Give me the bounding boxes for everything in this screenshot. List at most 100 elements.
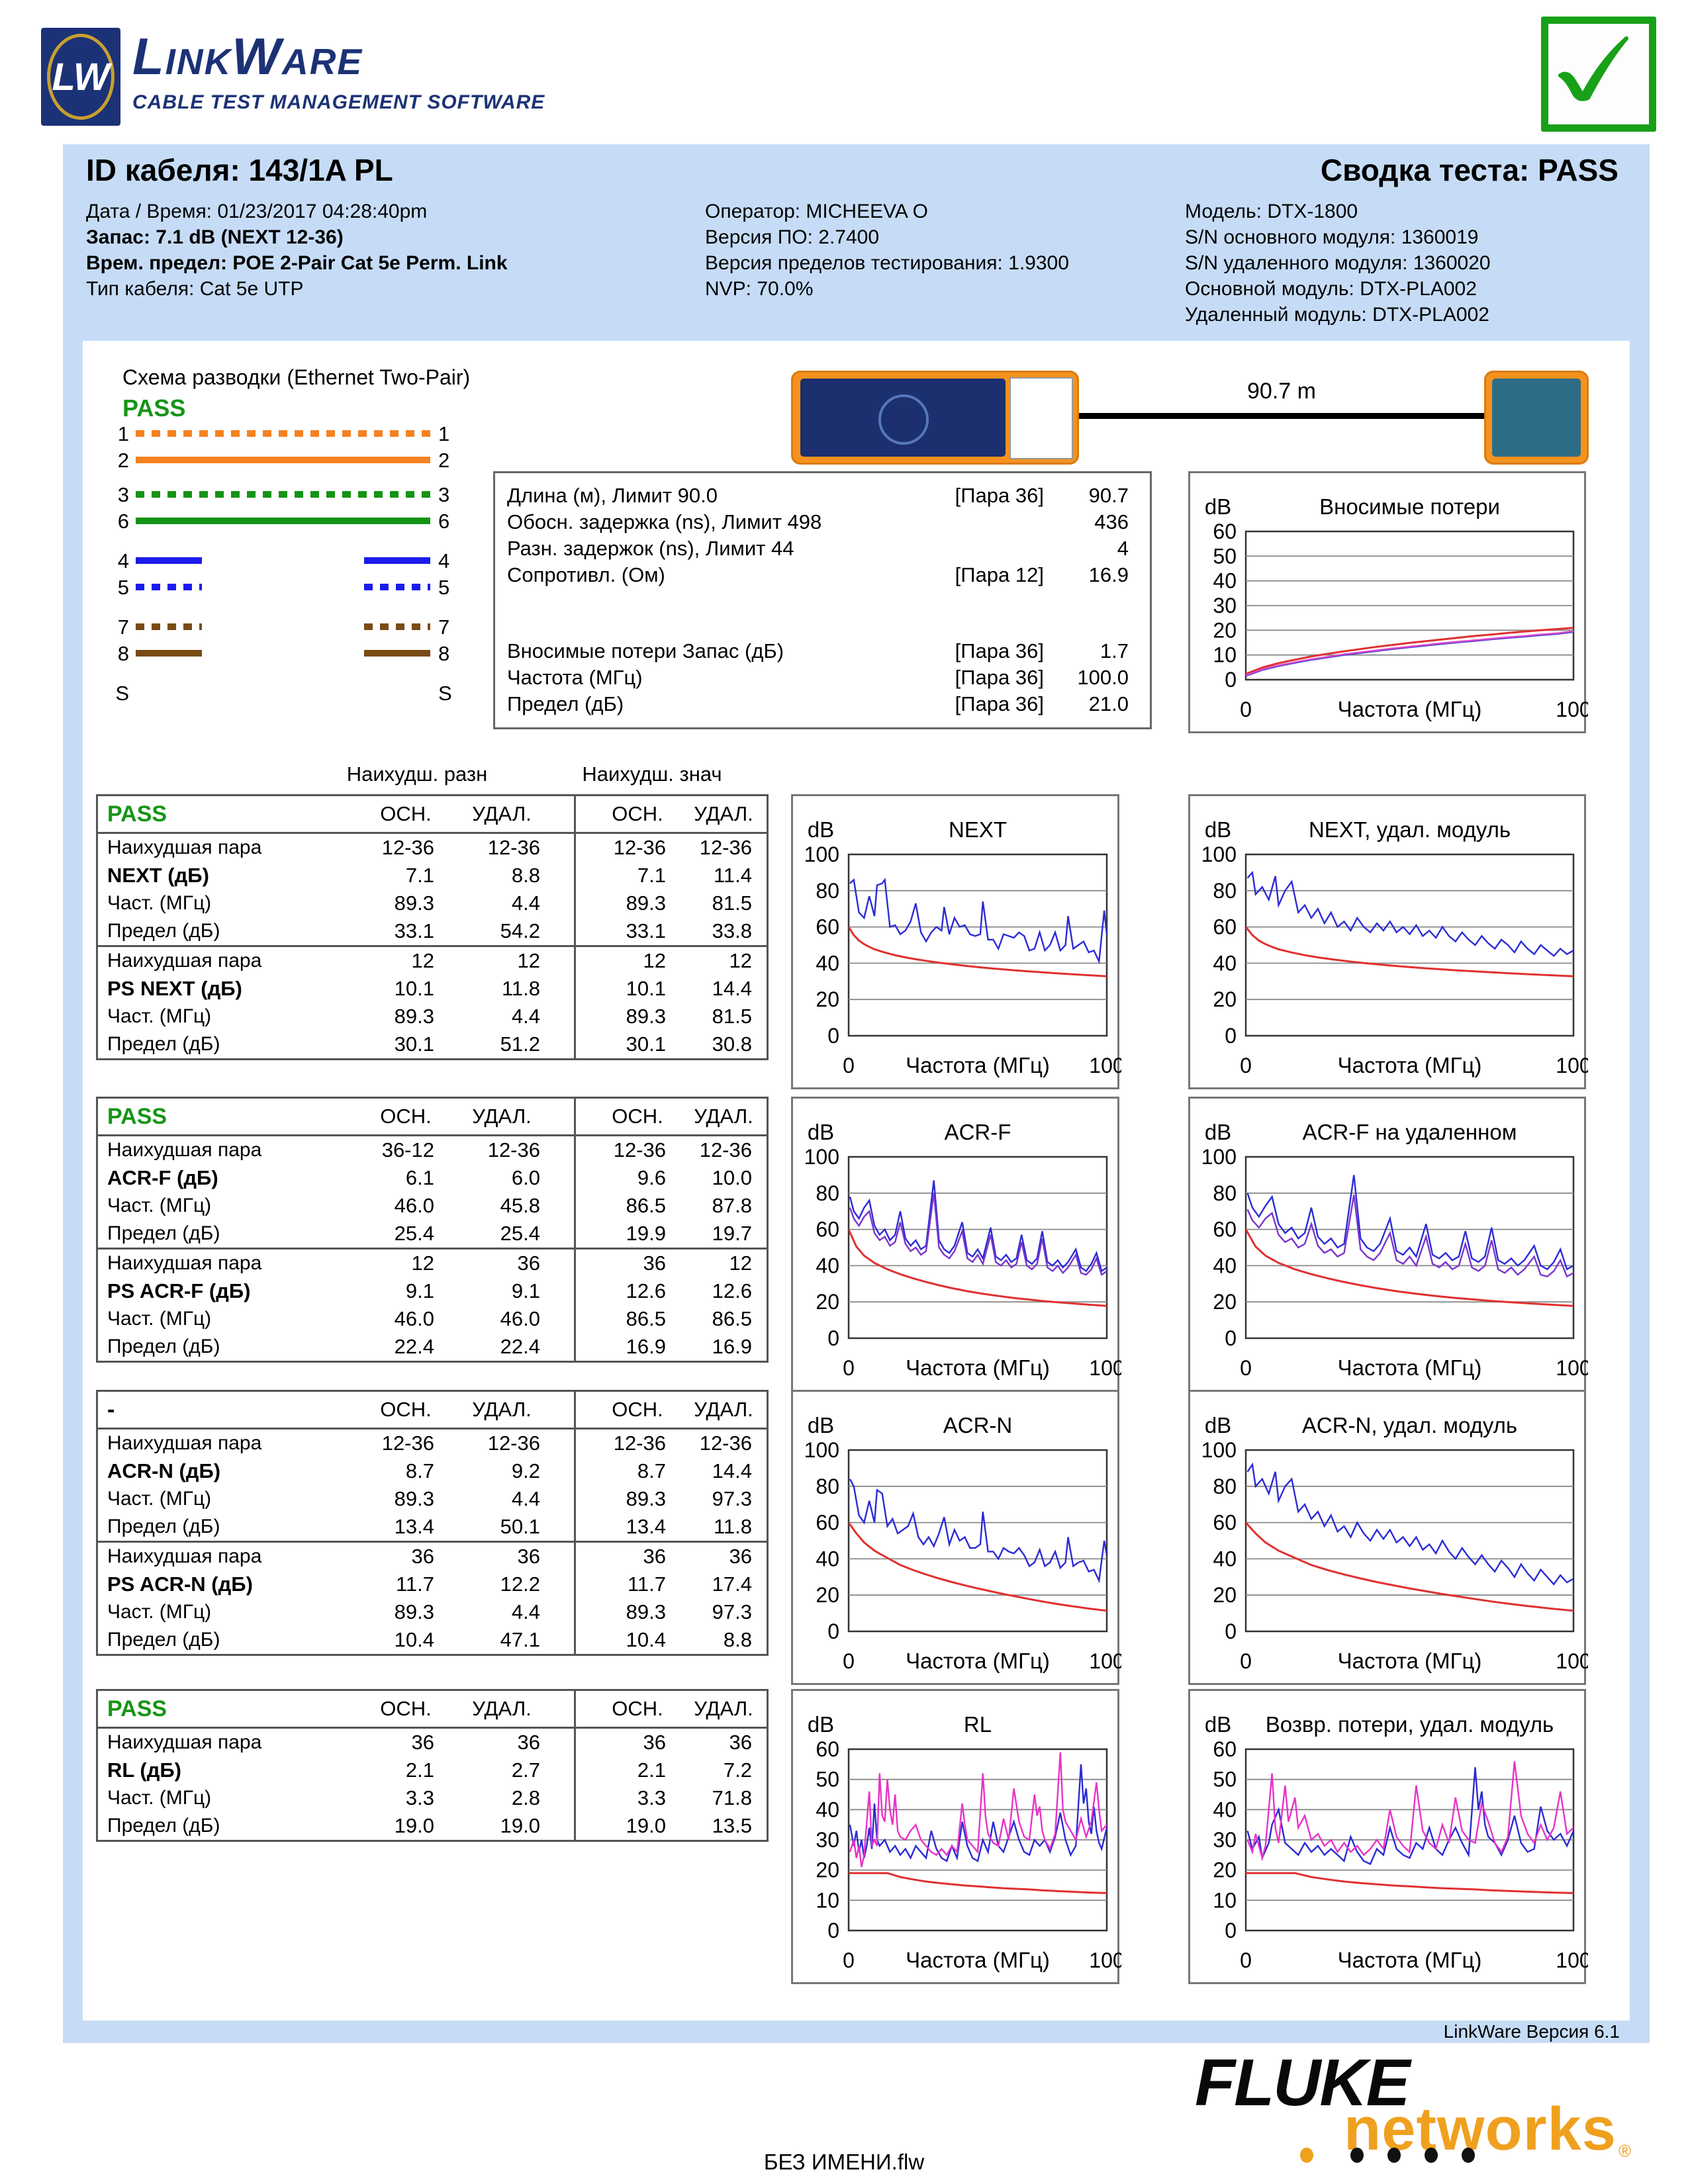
row-value: 12-36 xyxy=(613,1138,666,1161)
row-value: 2.1 xyxy=(637,1758,666,1782)
test-summary-title: Сводка теста: PASS xyxy=(1320,153,1618,187)
table-col-header: ОСН. xyxy=(612,1697,663,1720)
row-value: 81.5 xyxy=(712,1005,752,1028)
chart-rl-main: 0 10 20 30 40 50 60 RL dB 0 100 Частота (МГц) xyxy=(791,1689,1125,1984)
row-value: 11.8 xyxy=(713,1515,752,1538)
y-axis-unit: dB xyxy=(1205,494,1231,519)
row-value: 47.1 xyxy=(500,1628,540,1651)
chart-canvas: 0 10 20 30 40 50 60 RL dB 0 100 Частота (МГц) xyxy=(808,1712,1125,1972)
main-tester-knob xyxy=(878,394,929,445)
y-tick-label: 20 xyxy=(1213,618,1237,642)
chart-title: ACR-F на удаленном xyxy=(1303,1120,1517,1144)
wiremap-pin-left: 7 xyxy=(118,615,129,639)
row-value: 9.2 xyxy=(511,1459,540,1482)
series-measured xyxy=(1246,870,1573,958)
row-label: Част. (МГц) xyxy=(107,892,212,914)
row-value: 12.6 xyxy=(712,1279,752,1302)
y-tick-label: 40 xyxy=(1213,1797,1237,1821)
y-tick-label: 20 xyxy=(816,1290,839,1314)
measurement-label: Разн. задержок (ns), Лимит 44 xyxy=(507,537,794,560)
row-value: 2.1 xyxy=(405,1758,434,1782)
plot-area xyxy=(847,853,1108,1037)
row-value: 86.5 xyxy=(626,1307,666,1330)
y-axis-unit: dB xyxy=(1205,1120,1231,1144)
row-value: 9.6 xyxy=(637,1166,666,1189)
row-value: 12-36 xyxy=(613,1432,666,1455)
table-col-header: УДАЛ. xyxy=(694,802,753,825)
cable-id-title: ID кабеля: 143/1A PL xyxy=(86,153,393,187)
y-tick-label: 30 xyxy=(816,1828,839,1852)
row-value: 36 xyxy=(411,1731,434,1754)
link-length-label: 90.7 m xyxy=(1247,379,1316,404)
row-value: 89.3 xyxy=(626,1005,666,1028)
results-row: Наихудшая пара 36 36 36 36 xyxy=(98,1729,767,1756)
row-value: 7.1 xyxy=(637,864,666,887)
wiremap-pin-left: S xyxy=(115,682,129,705)
row-value: 89.3 xyxy=(394,891,434,915)
x-tick-label: 0 xyxy=(1240,698,1252,721)
y-tick-label: 80 xyxy=(816,1181,839,1205)
x-tick-label: 100 xyxy=(1556,1948,1588,1972)
row-value: 33.8 xyxy=(712,919,752,942)
row-value: 12 xyxy=(411,949,434,972)
header-info-column-right: Модель: DTX-1800 S/N основного модуля: 13… xyxy=(1185,199,1491,328)
footer-version-bar: LinkWare Версия 6.1 xyxy=(63,2021,1650,2043)
row-label: Част. (МГц) xyxy=(107,1787,212,1809)
row-value: 12-36 xyxy=(381,1432,434,1455)
row-label: RL (дБ) xyxy=(107,1758,181,1782)
y-tick-label: 10 xyxy=(816,1888,839,1912)
row-value: 19.0 xyxy=(500,1814,540,1837)
row-value: 13.5 xyxy=(712,1814,752,1837)
chart-title: Возвр. потери, удал. модуль xyxy=(1266,1712,1554,1737)
measurement-pair: [Пара 12] xyxy=(955,563,1044,586)
row-label: Предел (дБ) xyxy=(107,1516,220,1537)
y-tick-label: 20 xyxy=(816,1858,839,1882)
row-label: PS NEXT (дБ) xyxy=(107,977,242,1000)
row-value: 12 xyxy=(729,1251,752,1275)
series-measured-magenta xyxy=(849,1752,1107,1868)
row-value: 71.8 xyxy=(712,1786,752,1809)
row-value: 6.0 xyxy=(511,1166,540,1189)
x-tick-label: 100 xyxy=(1089,1948,1121,1972)
results-row: Предел (дБ) 10.4 47.1 10.4 8.8 xyxy=(98,1626,767,1654)
row-value: 11.7 xyxy=(627,1572,666,1596)
y-tick-label: 100 xyxy=(1201,842,1237,866)
row-value: 36 xyxy=(517,1545,540,1568)
x-tick-label: 0 xyxy=(1240,1649,1252,1673)
chart-title: ACR-N, удал. модуль xyxy=(1302,1413,1517,1437)
y-tick-label: 60 xyxy=(816,915,839,939)
row-value: 36 xyxy=(729,1731,752,1754)
row-value: 19.0 xyxy=(394,1814,434,1837)
header-info-line: Основной модуль: DTX-PLA002 xyxy=(1185,278,1477,300)
wiremap-status: PASS xyxy=(122,394,186,422)
chart-acrn-remote: 0 20 40 60 80 100 ACR-N, удал. модуль dB 0 100 Час… xyxy=(1188,1390,1591,1685)
worst-value-header: Наихудш. знач xyxy=(582,762,722,786)
header-info-line: S/N основного модуля: 1360019 xyxy=(1185,226,1479,248)
pass-checkbox xyxy=(1541,17,1656,132)
results-row: Наихудшая пара 12 36 36 12 xyxy=(98,1248,767,1277)
row-value: 46.0 xyxy=(394,1307,434,1330)
y-tick-label: 40 xyxy=(1213,1253,1237,1277)
header-band xyxy=(63,144,1650,341)
results-row: Наихудшая пара 12-36 12-36 12-36 12-36 xyxy=(98,834,767,862)
wiremap-pin-left: 1 xyxy=(118,422,129,445)
x-tick-label: 100 xyxy=(1556,1054,1588,1077)
y-tick-label: 80 xyxy=(816,879,839,903)
row-label: Предел (дБ) xyxy=(107,1629,220,1651)
series-measured-magenta xyxy=(1246,1761,1573,1861)
row-value: 19.9 xyxy=(626,1222,666,1245)
row-label: Част. (МГц) xyxy=(107,1195,212,1216)
y-tick-label: 60 xyxy=(1213,1218,1237,1242)
row-value: 7.1 xyxy=(405,864,434,887)
row-label: Наихудшая пара xyxy=(107,837,262,858)
row-label: PS ACR-N (дБ) xyxy=(107,1572,253,1596)
measurement-value: 90.7 xyxy=(1088,484,1129,507)
row-value: 36 xyxy=(729,1545,752,1568)
x-axis-label: Частота (МГц) xyxy=(1338,1948,1482,1972)
row-label: PS ACR-F (дБ) xyxy=(107,1279,251,1302)
row-value: 4.4 xyxy=(511,1487,540,1510)
table-col-header: ОСН. xyxy=(612,802,663,825)
row-value: 9.1 xyxy=(405,1279,434,1302)
wiremap-pin-right: 3 xyxy=(438,483,449,506)
